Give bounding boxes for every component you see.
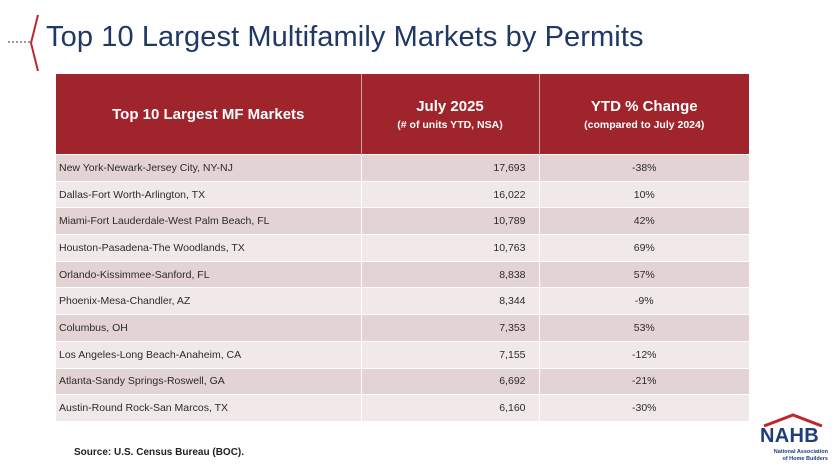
house-roof-icon	[763, 413, 823, 427]
markets-table: Top 10 Largest MF Markets July 2025 (# o…	[56, 74, 749, 421]
units-cell: 10,789	[361, 207, 540, 235]
market-cell: Houston-Pasadena-The Woodlands, TX	[56, 234, 362, 262]
table-header-row: Top 10 Largest MF Markets July 2025 (# o…	[56, 74, 749, 155]
nahb-wordmark: NAHB	[760, 425, 819, 447]
change-cell: -30%	[539, 394, 749, 421]
title-accent-slash	[30, 14, 39, 72]
table-row: Phoenix-Mesa-Chandler, AZ 8,344 -9%	[56, 287, 749, 315]
source-note: Source: U.S. Census Bureau (BOC).	[74, 447, 245, 458]
market-cell: Miami-Fort Lauderdale-West Palm Beach, F…	[56, 207, 362, 235]
title-dotted-rule	[8, 41, 30, 43]
header-units-sublabel: (# of units YTD, NSA)	[397, 118, 503, 131]
market-cell: New York-Newark-Jersey City, NY-NJ	[56, 154, 362, 182]
change-cell: -12%	[539, 340, 749, 368]
market-cell: Los Angeles-Long Beach-Anaheim, CA	[56, 340, 362, 368]
header-units: July 2025 (# of units YTD, NSA)	[361, 74, 540, 155]
table-row: Miami-Fort Lauderdale-West Palm Beach, F…	[56, 207, 749, 235]
units-cell: 6,692	[361, 367, 540, 395]
nahb-tagline-line1: National Association	[773, 449, 828, 455]
market-cell: Atlanta-Sandy Springs-Roswell, GA	[56, 367, 362, 395]
change-cell: 53%	[539, 314, 749, 342]
header-market-label: Top 10 Largest MF Markets	[112, 105, 305, 123]
table-row: Orlando-Kissimmee-Sanford, FL 8,838 57%	[56, 260, 749, 288]
units-cell: 7,353	[361, 314, 540, 342]
page-title: Top 10 Largest Multifamily Markets by Pe…	[46, 21, 644, 53]
table-row: Houston-Pasadena-The Woodlands, TX 10,76…	[56, 234, 749, 262]
units-cell: 8,838	[361, 260, 540, 288]
change-cell: 69%	[539, 234, 749, 262]
units-cell: 16,022	[361, 180, 540, 208]
units-cell: 10,763	[361, 234, 540, 262]
header-change: YTD % Change (compared to July 2024)	[539, 74, 749, 155]
header-market: Top 10 Largest MF Markets	[56, 74, 362, 155]
units-cell: 7,155	[361, 340, 540, 368]
table-row: Dallas-Fort Worth-Arlington, TX 16,022 1…	[56, 180, 749, 208]
table-row: Austin-Round Rock-San Marcos, TX 6,160 -…	[56, 394, 749, 421]
change-cell: -38%	[539, 154, 749, 182]
units-cell: 6,160	[361, 394, 540, 421]
market-cell: Phoenix-Mesa-Chandler, AZ	[56, 287, 362, 315]
nahb-logo: NAHB National Association of Home Builde…	[758, 413, 828, 469]
units-cell: 8,344	[361, 287, 540, 315]
header-change-label: YTD % Change	[590, 97, 698, 115]
change-cell: 10%	[539, 180, 749, 208]
header-change-sublabel: (compared to July 2024)	[584, 118, 705, 131]
table-row: Los Angeles-Long Beach-Anaheim, CA 7,155…	[56, 340, 749, 368]
table-row: Columbus, OH 7,353 53%	[56, 314, 749, 342]
nahb-tagline: National Association of Home Builders	[764, 449, 828, 462]
units-cell: 17,693	[361, 154, 540, 182]
change-cell: 57%	[539, 260, 749, 288]
market-cell: Austin-Round Rock-San Marcos, TX	[56, 394, 362, 421]
nahb-tagline-line2: of Home Builders	[782, 455, 828, 462]
change-cell: -21%	[539, 367, 749, 395]
market-cell: Columbus, OH	[56, 314, 362, 342]
table-row: Atlanta-Sandy Springs-Roswell, GA 6,692 …	[56, 367, 749, 395]
header-units-label: July 2025	[416, 97, 484, 115]
change-cell: 42%	[539, 207, 749, 235]
table-row: New York-Newark-Jersey City, NY-NJ 17,69…	[56, 154, 749, 182]
change-cell: -9%	[539, 287, 749, 315]
market-cell: Dallas-Fort Worth-Arlington, TX	[56, 180, 362, 208]
market-cell: Orlando-Kissimmee-Sanford, FL	[56, 260, 362, 288]
